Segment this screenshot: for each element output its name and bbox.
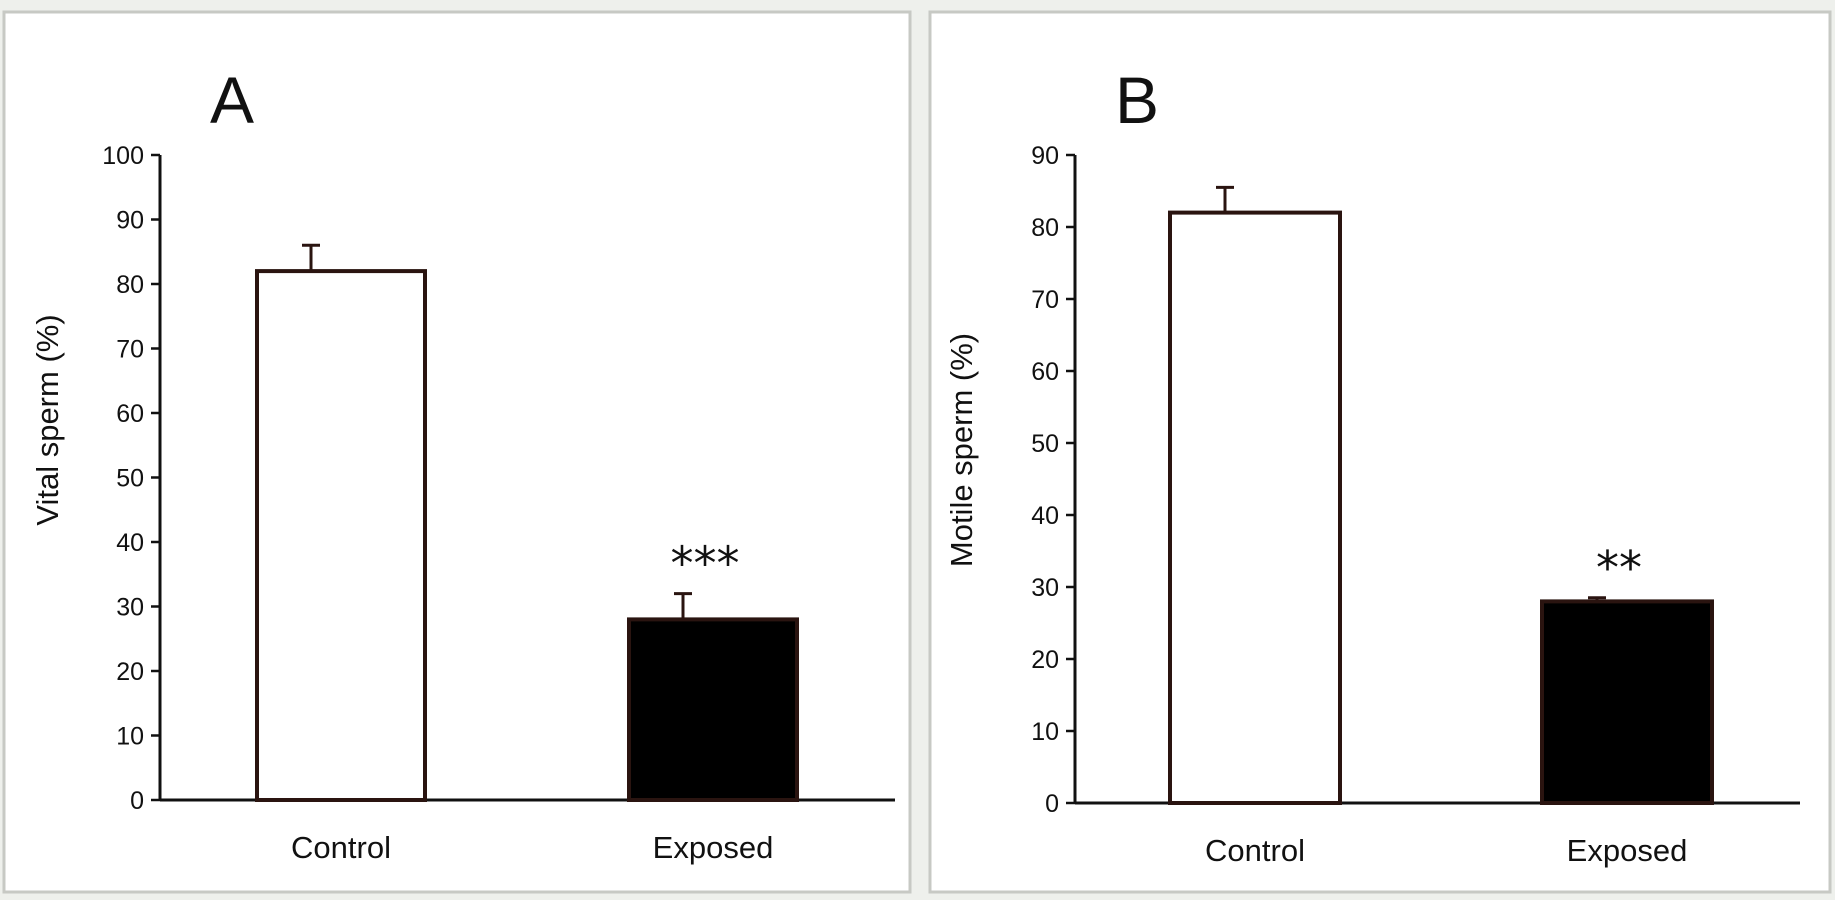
- panel-b-plot: 0 10 20 30 40 50 60 70 80 90 Control Exposed **: [1031, 142, 1800, 868]
- panel-a-y-tick-label: 60: [116, 400, 144, 428]
- panel-a-y-tick-label: 50: [116, 465, 144, 493]
- panel-b-y-tick-label: 0: [1045, 790, 1059, 818]
- panel-a-bar-exposed: [627, 617, 799, 803]
- panel-a-y-tick-label: 10: [116, 723, 144, 751]
- panel-b-category-label-exposed: Exposed: [1567, 833, 1688, 868]
- panel-b: B Motile sperm (%) 0 10 20 30 40 50 60 70 80 90 Co…: [928, 10, 1832, 894]
- panel-b-y-tick-label: 40: [1031, 502, 1059, 530]
- panel-b-bar-exposed: [1540, 599, 1714, 806]
- panel-b-y-tick-label: 80: [1031, 214, 1059, 242]
- panel-a-category-label-control: Control: [291, 830, 391, 865]
- panel-a: A Vital sperm (%) 0 10 20 30 40 50 60 70 80 90 100…: [2, 10, 912, 894]
- panel-b-y-axis-title: Motile sperm (%): [944, 333, 979, 567]
- panel-a-y-tick-label: 100: [102, 142, 144, 170]
- panel-b-letter: B: [1115, 63, 1159, 137]
- panel-b-y-tick-label: 50: [1031, 430, 1059, 458]
- panel-a-significance-label: ***: [671, 537, 740, 591]
- panel-a-y-tick-label: 70: [116, 336, 144, 364]
- panel-b-bar-control: [1168, 210, 1342, 806]
- panel-b-y-tick-label: 10: [1031, 718, 1059, 746]
- panel-a-y-axis-title: Vital sperm (%): [30, 314, 65, 525]
- panel-b-y-tick-label: 70: [1031, 286, 1059, 314]
- panel-b-significance-label: **: [1596, 541, 1642, 595]
- panel-a-y-tick-label: 90: [116, 207, 144, 235]
- panel-a-y-tick-label: 0: [130, 787, 144, 815]
- panel-a-category-label-exposed: Exposed: [653, 830, 774, 865]
- panel-a-y-tick-label: 80: [116, 271, 144, 299]
- panel-b-frame: [928, 10, 1832, 894]
- panel-b-y-tick-label: 20: [1031, 646, 1059, 674]
- panel-b-category-label-control: Control: [1205, 833, 1305, 868]
- panel-a-y-tick-label: 20: [116, 658, 144, 686]
- panel-b-y-tick-label: 90: [1031, 142, 1059, 170]
- panel-a-y-tick-label: 30: [116, 594, 144, 622]
- panel-b-y-tick-label: 60: [1031, 358, 1059, 386]
- panel-a-letter: A: [210, 63, 254, 137]
- panel-a-bar-control: [255, 269, 427, 803]
- panel-a-y-tick-label: 40: [116, 529, 144, 557]
- panel-b-y-tick-label: 30: [1031, 574, 1059, 602]
- panel-a-plot: 0 10 20 30 40 50 60 70 80 90 100 Control Exposed ***: [102, 142, 895, 865]
